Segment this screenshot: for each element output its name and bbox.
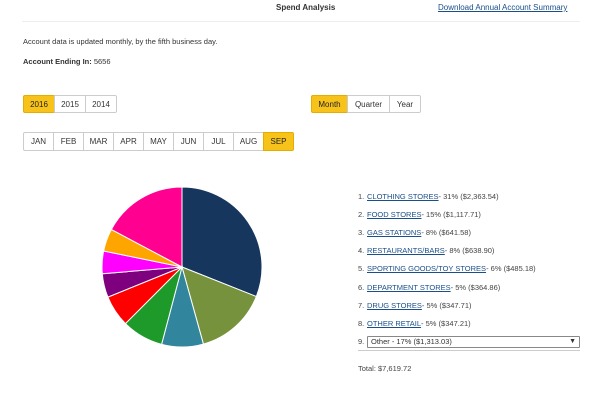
legend-detail: - 8% ($638.90): [444, 246, 495, 256]
legend-detail: - 5% ($347.21): [421, 318, 471, 328]
year-selector: 2016 2015 2014: [23, 95, 117, 113]
legend-number: 6.: [358, 282, 365, 292]
legend-item: 6. DEPARTMENT STORES - 5% ($364.86): [358, 278, 582, 296]
legend-link-food-stores[interactable]: FOOD STORES: [367, 209, 422, 219]
legend-detail: - 15% ($1,117.71): [421, 209, 481, 219]
period-button-year[interactable]: Year: [389, 95, 421, 113]
pie-slice-clothing-stores[interactable]: [181, 186, 263, 298]
pie-slice-other[interactable]: [110, 186, 183, 268]
legend-item: 3. GAS STATIONS - 8% ($641.58): [358, 223, 582, 241]
spend-pie-chart: [101, 186, 263, 348]
month-button-aug[interactable]: AUG: [233, 132, 264, 151]
category-legend: 1. CLOTHING STORES - 31% ($2,363.54) 2. …: [358, 187, 582, 351]
account-label: Account Ending In:: [23, 57, 92, 66]
legend-link-clothing-stores[interactable]: CLOTHING STORES: [367, 191, 439, 201]
legend-detail: - 5% ($364.86): [450, 282, 501, 292]
month-button-jan[interactable]: JAN: [23, 132, 54, 151]
month-button-sep[interactable]: SEP: [263, 132, 294, 151]
legend-link-department-stores[interactable]: DEPARTMENT STORES: [367, 282, 451, 292]
month-button-feb[interactable]: FEB: [53, 132, 84, 151]
page-title: Spend Analysis: [276, 3, 336, 12]
legend-divider: [358, 350, 580, 351]
legend-detail: - 31% ($2,363.54): [438, 191, 499, 201]
month-button-apr[interactable]: APR: [113, 132, 144, 151]
legend-link-gas-stations[interactable]: GAS STATIONS: [367, 227, 422, 237]
pie-slice-food-stores[interactable]: [181, 266, 257, 345]
legend-detail: - 8% ($641.58): [421, 227, 471, 237]
header-divider: [22, 21, 580, 22]
period-button-quarter[interactable]: Quarter: [347, 95, 390, 113]
select-value: Other - 17% ($1,313.03): [371, 337, 452, 347]
chevron-down-icon: ▼: [569, 338, 576, 346]
legend-item: 9. Other - 17% ($1,313.03) ▼: [358, 333, 582, 351]
legend-item: 5. SPORTING GOODS/TOY STORES - 6% ($485.…: [358, 260, 582, 278]
legend-number: 2.: [358, 209, 365, 219]
year-button-2016[interactable]: 2016: [23, 95, 55, 113]
month-button-mar[interactable]: MAR: [83, 132, 114, 151]
legend-item: 8. OTHER RETAIL - 5% ($347.21): [358, 314, 582, 332]
year-button-2014[interactable]: 2014: [85, 95, 117, 113]
legend-number: 8.: [358, 318, 365, 328]
account-info: Account Ending In: 5656: [23, 57, 111, 66]
legend-link-sporting-goods[interactable]: SPORTING GOODS/TOY STORES: [367, 264, 487, 274]
account-number: 5656: [93, 57, 111, 66]
legend-detail: - 6% ($485.18): [486, 264, 536, 274]
legend-number: 4.: [358, 246, 365, 256]
month-button-jul[interactable]: JUL: [203, 132, 234, 151]
legend-item: 1. CLOTHING STORES - 31% ($2,363.54): [358, 187, 582, 205]
legend-item: 4. RESTAURANTS/BARS - 8% ($638.90): [358, 242, 582, 260]
update-notice: Account data is updated monthly, by the …: [23, 37, 218, 46]
legend-item: 7. DRUG STORES - 5% ($347.71): [358, 296, 582, 314]
download-summary-link[interactable]: Download Annual Account Summary: [438, 3, 568, 12]
period-button-month[interactable]: Month: [311, 95, 348, 113]
legend-number: 5.: [358, 264, 365, 274]
legend-number: 9.: [358, 337, 365, 347]
month-button-jun[interactable]: JUN: [173, 132, 204, 151]
month-button-may[interactable]: MAY: [143, 132, 174, 151]
legend-number: 3.: [358, 227, 365, 237]
legend-number: 7.: [358, 300, 365, 310]
other-category-select[interactable]: Other - 17% ($1,313.03) ▼: [367, 335, 580, 348]
legend-link-other-retail[interactable]: OTHER RETAIL: [367, 318, 422, 328]
month-selector: JAN FEB MAR APR MAY JUN JUL AUG SEP: [23, 132, 294, 151]
year-button-2015[interactable]: 2015: [54, 95, 86, 113]
legend-item: 2. FOOD STORES - 15% ($1,117.71): [358, 205, 582, 223]
legend-number: 1.: [358, 191, 365, 201]
legend-detail: - 5% ($347.71): [421, 300, 472, 310]
period-selector: Month Quarter Year: [311, 95, 421, 113]
legend-link-drug-stores[interactable]: DRUG STORES: [367, 300, 422, 310]
legend-link-restaurants-bars[interactable]: RESTAURANTS/BARS: [367, 246, 445, 256]
total-spend: Total: $7,619.72: [358, 364, 412, 373]
